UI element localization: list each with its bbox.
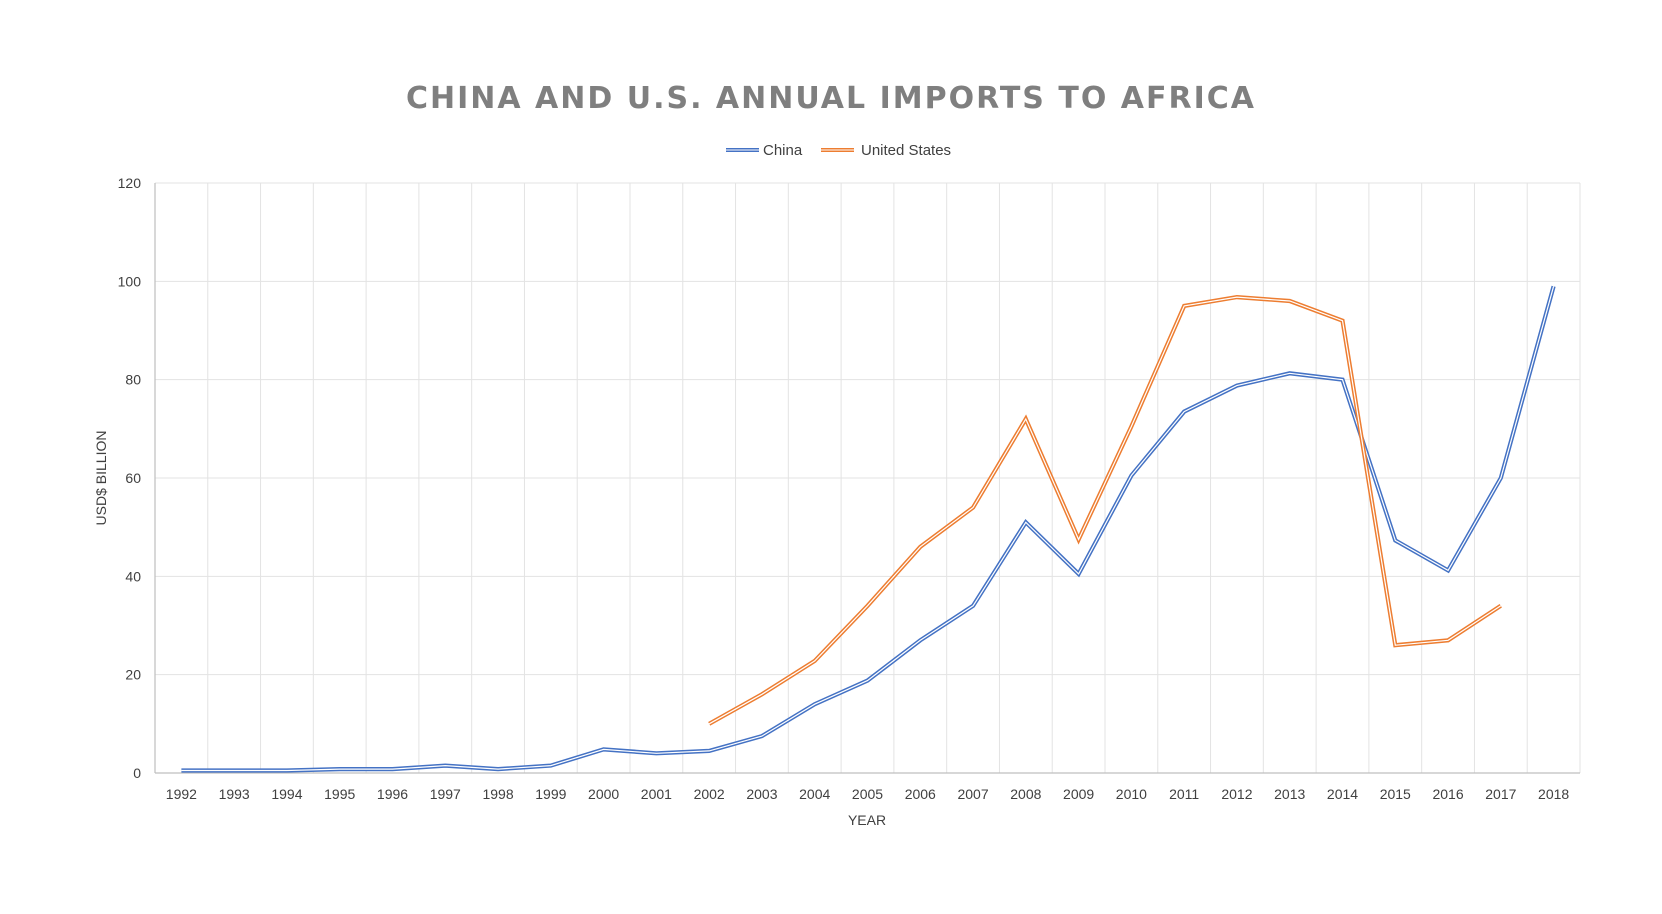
y-tick-label: 40 xyxy=(125,568,141,584)
y-tick-label: 0 xyxy=(133,765,141,781)
x-tick-label: 2017 xyxy=(1485,786,1516,802)
axes xyxy=(154,183,1580,774)
series-line-inner-china xyxy=(181,286,1555,772)
x-tick-label: 2016 xyxy=(1432,786,1463,802)
x-tick-label: 2014 xyxy=(1327,786,1358,802)
x-tick-label: 2003 xyxy=(746,786,777,802)
x-tick-label: 2004 xyxy=(799,786,830,802)
x-tick-label: 1995 xyxy=(324,786,355,802)
y-tick-label: 100 xyxy=(118,273,142,289)
tick-labels: 0 20 40 60 80 100 120 1992 1993 1994 1995 1996 1997 1… xyxy=(118,175,1570,802)
series-lines xyxy=(181,285,1556,773)
x-tick-label: 2010 xyxy=(1116,786,1147,802)
x-tick-label: 2013 xyxy=(1274,786,1305,802)
legend-item-united-states: United States xyxy=(821,142,951,159)
x-tick-label: 1994 xyxy=(271,786,302,802)
x-tick-label: 2001 xyxy=(641,786,672,802)
y-tick-label: 20 xyxy=(125,667,141,683)
legend-item-china: China xyxy=(726,142,803,159)
x-tick-label: 1998 xyxy=(482,786,513,802)
x-tick-label: 1997 xyxy=(430,786,461,802)
x-tick-label: 1996 xyxy=(377,786,408,802)
y-tick-label: 80 xyxy=(125,372,141,388)
legend-label-china: China xyxy=(763,142,803,159)
series-united-states xyxy=(708,294,1502,726)
x-tick-label: 2009 xyxy=(1063,786,1094,802)
y-tick-label: 60 xyxy=(125,470,141,486)
x-tick-label: 2011 xyxy=(1169,786,1199,802)
x-tick-label: 2012 xyxy=(1221,786,1252,802)
series-line-inner-united-states xyxy=(708,296,1502,725)
x-tick-label: 2000 xyxy=(588,786,619,802)
chart-title: CHINA AND U.S. ANNUAL IMPORTS TO AFRICA xyxy=(406,81,1256,116)
x-tick-label: 2015 xyxy=(1380,786,1411,802)
grid xyxy=(155,182,1581,773)
x-tick-label: 2006 xyxy=(905,786,936,802)
y-tick-label: 120 xyxy=(118,175,142,191)
x-tick-label: 1993 xyxy=(219,786,250,802)
x-tick-label: 1992 xyxy=(166,786,197,802)
x-tick-label: 1999 xyxy=(535,786,566,802)
series-china xyxy=(181,285,1556,773)
legend-label-united-states: United States xyxy=(861,142,951,159)
x-tick-label: 2018 xyxy=(1538,786,1569,802)
x-tick-label: 2005 xyxy=(852,786,883,802)
legend: China United States xyxy=(726,142,951,159)
x-tick-label: 2008 xyxy=(1010,786,1041,802)
x-axis-label: YEAR xyxy=(848,812,886,828)
x-tick-label: 2007 xyxy=(957,786,988,802)
x-tick-label: 2002 xyxy=(694,786,725,802)
y-axis-label: USD$ BILLION xyxy=(93,431,109,526)
